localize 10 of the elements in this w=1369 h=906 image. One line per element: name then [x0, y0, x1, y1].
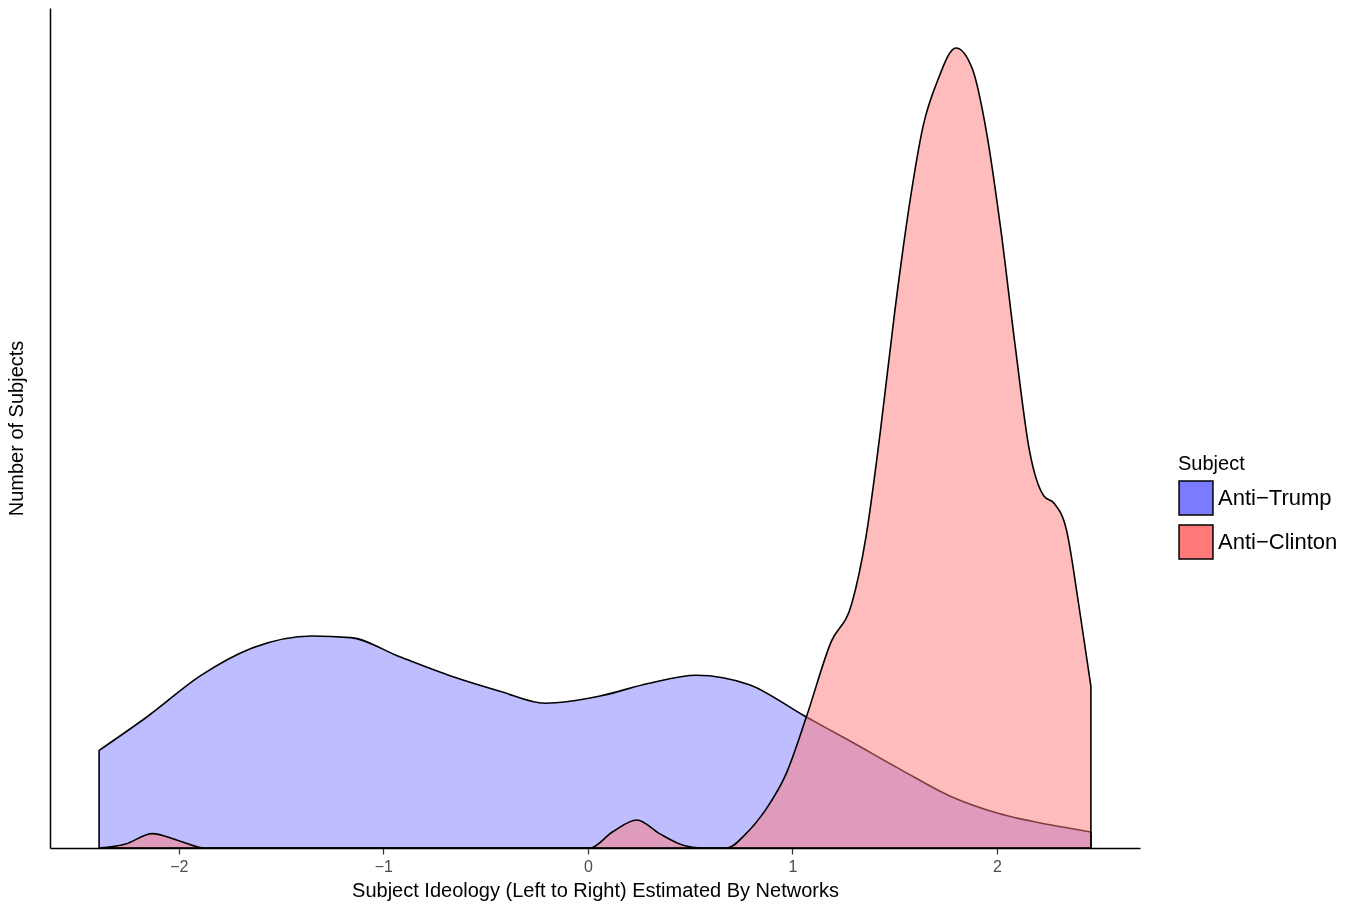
x-tick-label: 0	[583, 857, 593, 875]
x-tick-label: 2	[992, 857, 1002, 875]
legend-label: Anti−Trump	[1218, 485, 1332, 510]
x-tick-label: −1	[374, 857, 394, 875]
x-tick-label: −2	[170, 857, 189, 875]
legend-title: Subject	[1178, 452, 1246, 474]
x-axis-title: Subject Ideology (Left to Right) Estimated By Networks	[352, 878, 839, 901]
x-tick-label: 1	[788, 857, 798, 875]
legend-label: Anti−Clinton	[1218, 529, 1338, 554]
y-axis-title: Number of Subjects	[4, 340, 27, 517]
